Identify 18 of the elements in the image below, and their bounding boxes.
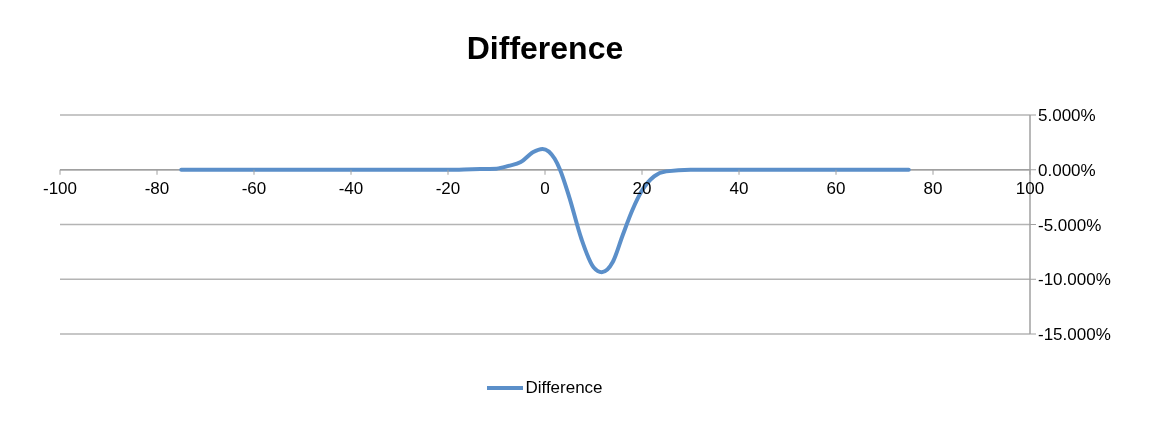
x-tick-label: 0 — [540, 178, 550, 198]
x-tick-label: -100 — [42, 178, 78, 198]
y-tick-label: 5.000% — [1038, 106, 1096, 126]
x-tick-label: -20 — [435, 178, 461, 198]
x-tick-label: 100 — [1015, 178, 1045, 198]
y-tick-label: -5.000% — [1038, 215, 1102, 235]
x-tick-label: 60 — [826, 178, 846, 198]
y-tick-label: 0.000% — [1038, 160, 1096, 180]
legend-label: Difference — [525, 378, 603, 398]
y-tick-label: -10.000% — [1038, 270, 1111, 290]
line-series — [179, 146, 911, 275]
y-tick-label: -15.000% — [1038, 325, 1111, 345]
x-tick-label: -40 — [338, 178, 364, 198]
x-tick-label: 80 — [923, 178, 943, 198]
x-tick-label: -80 — [144, 178, 170, 198]
x-tick-label: -60 — [241, 178, 267, 198]
chart-title: Difference — [465, 30, 625, 67]
x-tick-label: 40 — [729, 178, 749, 198]
